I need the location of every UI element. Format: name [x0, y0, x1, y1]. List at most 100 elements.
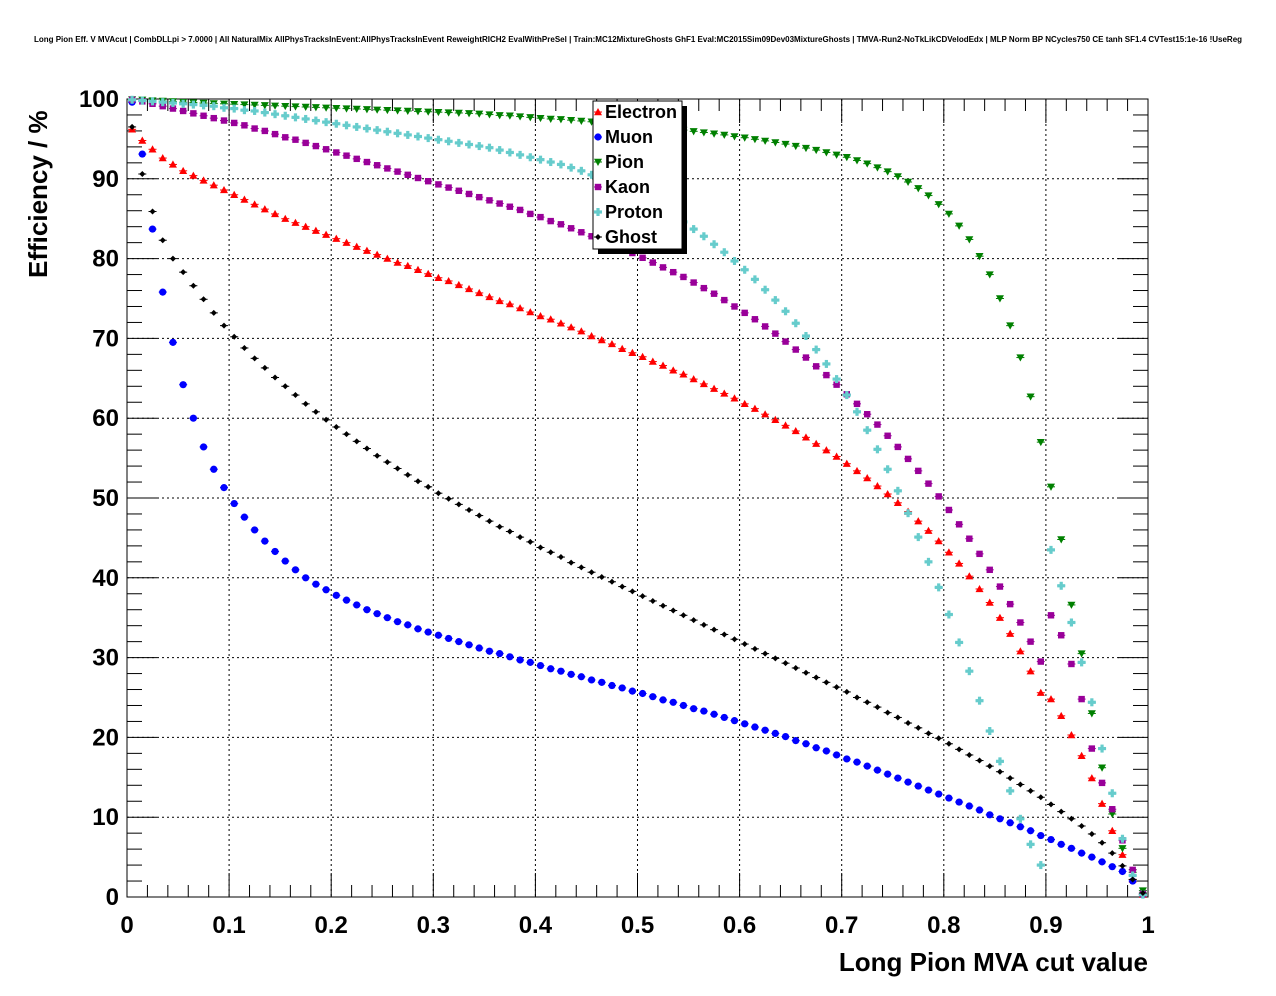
marker-ghost — [670, 607, 677, 614]
point-pion — [1098, 764, 1107, 772]
point-proton — [1067, 618, 1076, 627]
legend-box — [592, 100, 683, 250]
marker-muon — [720, 713, 728, 722]
marker-electron — [1016, 647, 1025, 655]
marker-electron — [607, 339, 616, 348]
point-muon — [904, 778, 913, 786]
marker-pion — [383, 106, 392, 115]
point-proton — [1057, 581, 1066, 590]
marker-kaon — [649, 259, 657, 266]
point-muon — [1098, 858, 1107, 866]
marker-muon — [557, 667, 565, 675]
marker-pion — [322, 104, 331, 112]
point-proton — [904, 509, 913, 518]
marker-electron — [1098, 799, 1107, 807]
marker-pion — [873, 164, 882, 172]
marker-kaon — [231, 119, 238, 127]
marker-proton — [291, 113, 300, 122]
legend-marker-kaon — [594, 183, 602, 191]
point-proton — [311, 116, 320, 125]
marker-muon — [230, 499, 238, 508]
point-ghost — [618, 583, 627, 590]
point-proton — [842, 391, 851, 400]
point-electron — [291, 218, 300, 226]
point-muon — [893, 774, 902, 782]
point-electron — [301, 222, 310, 230]
marker-electron — [556, 319, 565, 327]
point-muon — [393, 618, 402, 626]
point-electron — [403, 261, 412, 269]
point-muon — [740, 720, 749, 728]
marker-electron — [567, 323, 576, 331]
marker-muon — [955, 798, 963, 806]
marker-muon — [873, 766, 882, 774]
point-ghost — [607, 578, 616, 585]
marker-electron — [812, 439, 821, 447]
point-muon — [659, 696, 668, 704]
point-proton — [924, 557, 933, 566]
point-electron — [199, 176, 208, 184]
marker-electron — [985, 598, 994, 606]
marker-proton — [454, 138, 463, 147]
legend-label: Electron — [605, 102, 677, 122]
marker-proton — [403, 130, 412, 139]
marker-ghost — [251, 355, 258, 362]
marker-muon — [710, 710, 718, 718]
point-muon — [199, 443, 208, 451]
point-kaon — [873, 421, 882, 428]
marker-kaon — [404, 171, 411, 179]
point-proton — [546, 158, 555, 167]
point-electron — [322, 230, 331, 238]
point-kaon — [413, 174, 422, 182]
point-kaon — [168, 105, 177, 112]
point-electron — [607, 339, 616, 348]
marker-kaon — [506, 203, 514, 210]
point-muon — [1067, 844, 1076, 852]
point-muon — [219, 484, 228, 492]
point-kaon — [975, 550, 984, 558]
marker-kaon — [935, 493, 942, 500]
marker-muon — [771, 729, 779, 738]
y-tick-label: 100 — [79, 86, 119, 113]
point-electron — [628, 348, 637, 356]
marker-pion — [1067, 601, 1076, 609]
marker-ghost — [302, 400, 309, 407]
point-electron — [1108, 826, 1117, 834]
marker-electron — [1006, 629, 1015, 637]
marker-proton — [781, 307, 790, 316]
marker-electron — [740, 399, 749, 408]
marker-ghost — [945, 740, 952, 747]
point-ghost — [1047, 801, 1056, 808]
point-ghost — [1006, 775, 1015, 782]
point-muon — [914, 782, 923, 790]
point-ghost — [383, 459, 392, 466]
marker-proton — [485, 143, 494, 152]
marker-muon — [373, 610, 381, 618]
point-muon — [873, 766, 882, 774]
marker-electron — [485, 292, 494, 301]
marker-muon — [618, 684, 626, 692]
marker-ghost — [721, 631, 728, 638]
point-ghost — [628, 588, 637, 595]
marker-ghost — [353, 438, 360, 445]
point-kaon — [822, 371, 831, 379]
marker-proton — [689, 225, 698, 234]
point-kaon — [271, 130, 280, 138]
marker-pion — [577, 117, 586, 125]
marker-kaon — [833, 381, 840, 388]
point-electron — [812, 439, 821, 447]
point-pion — [444, 109, 453, 117]
marker-muon — [465, 641, 473, 649]
point-electron — [1036, 688, 1045, 696]
point-electron — [689, 375, 698, 383]
marker-kaon — [220, 117, 228, 124]
point-muon — [352, 601, 361, 609]
marker-electron — [230, 190, 239, 198]
point-electron — [556, 319, 565, 327]
marker-proton — [710, 240, 719, 249]
point-electron — [138, 136, 147, 144]
point-electron — [219, 185, 228, 194]
point-muon — [567, 670, 576, 678]
point-ghost — [750, 645, 759, 652]
point-pion — [250, 101, 259, 109]
